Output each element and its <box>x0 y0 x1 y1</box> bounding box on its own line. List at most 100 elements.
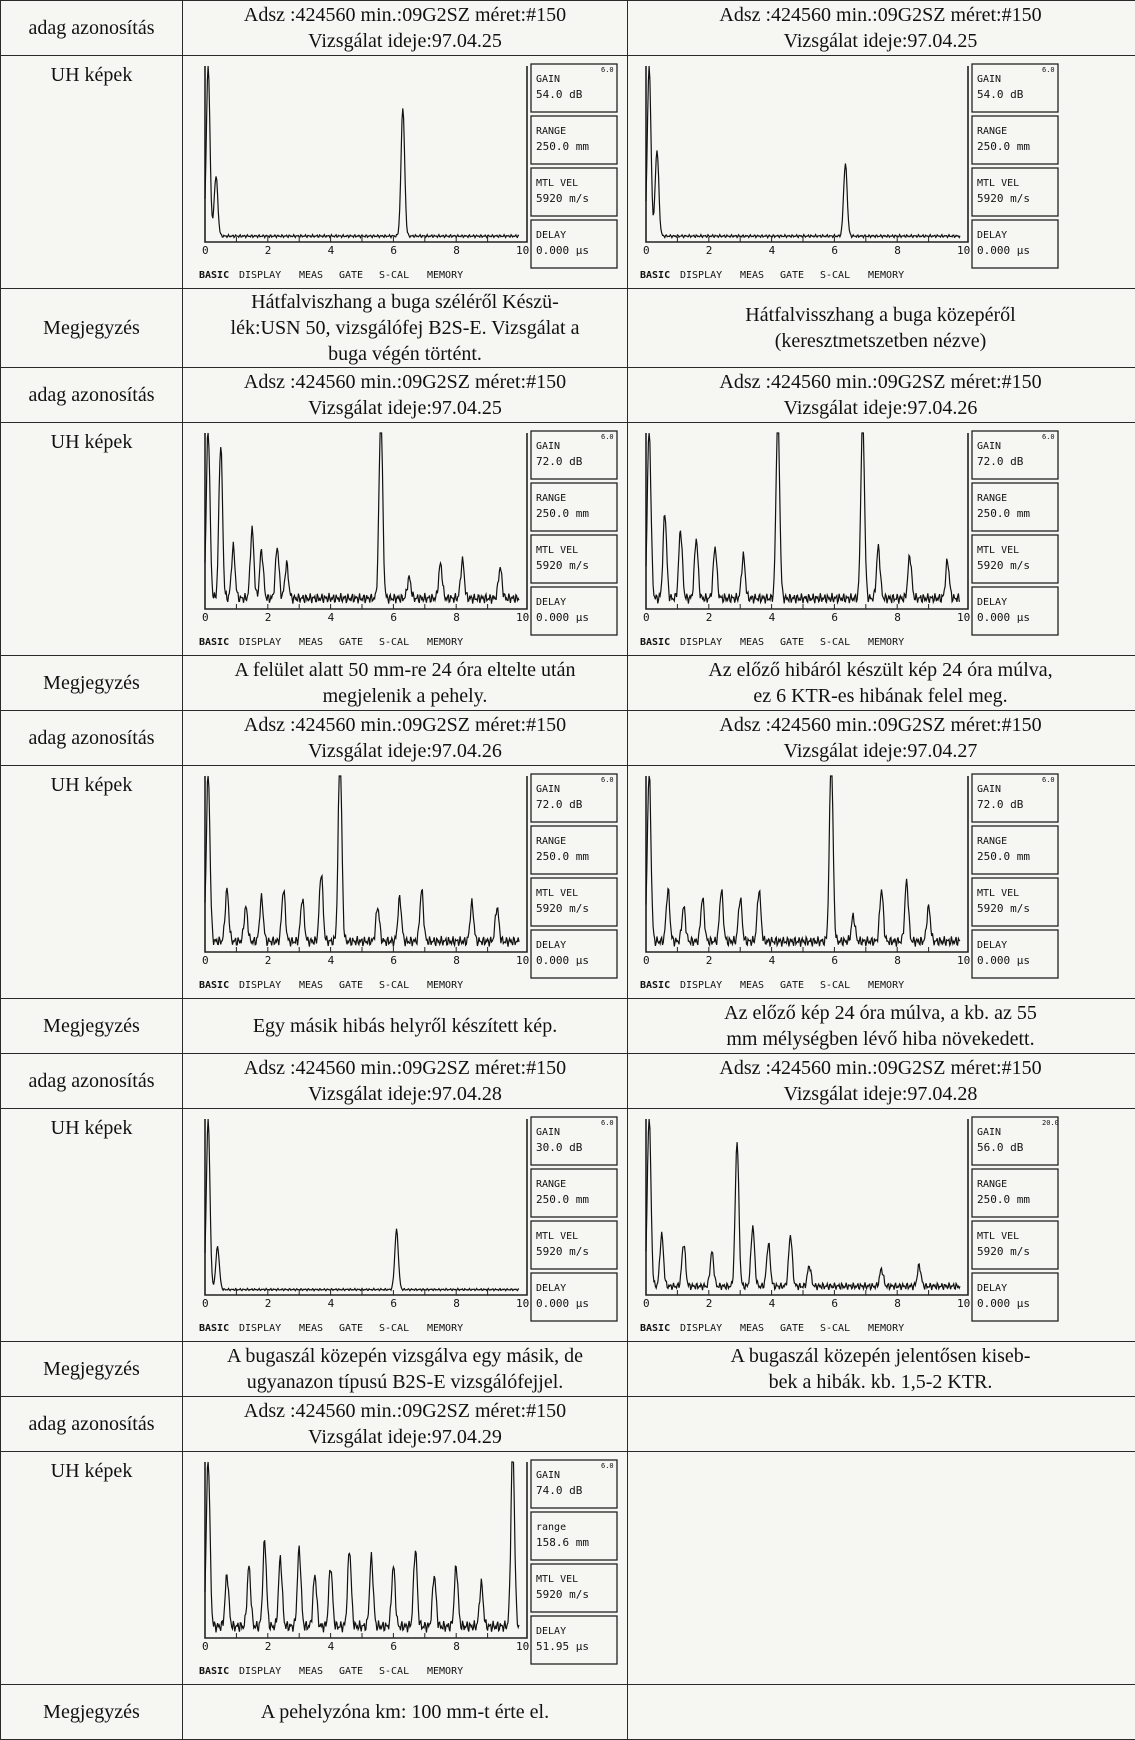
param-name: DELAY <box>536 940 566 951</box>
param-name: DELAY <box>977 940 1007 951</box>
note-label: Megjegyzés <box>1 1685 183 1740</box>
axis-label: 8 <box>453 244 460 257</box>
id-line: Adsz :424560 min.:09G2SZ méret:#150 <box>183 1398 627 1424</box>
param-name: DELAY <box>977 1283 1007 1294</box>
param-value: 72.0 dB <box>977 798 1024 811</box>
param-value: 0.000 µs <box>536 244 589 257</box>
menu-item: DISPLAY <box>680 1323 722 1334</box>
param-value: 5920 m/s <box>977 559 1030 572</box>
menu-item: MEMORY <box>427 1666 463 1677</box>
param-name: DELAY <box>536 230 566 241</box>
id-date: Vizsgálat ideje:97.04.29 <box>183 1424 627 1450</box>
echo-trace <box>205 1119 519 1291</box>
page: UH képek html, body { margin: 0; padding… <box>0 0 1135 1688</box>
note-label: Megjegyzés <box>1 999 183 1054</box>
gain-step: 6.0 <box>601 66 614 74</box>
note-cell: Hátfalvisszhang a buga közepéről(kereszt… <box>628 289 1135 368</box>
menu-item: MEAS <box>299 270 323 281</box>
echo-trace <box>646 433 960 604</box>
note-label: Megjegyzés <box>1 656 183 711</box>
menu-item: S-CAL <box>820 1323 850 1334</box>
menu-item: DISPLAY <box>680 980 722 991</box>
note-line: (keresztmetszetben nézve) <box>628 328 1133 354</box>
image-label: UH képek <box>1 1109 183 1342</box>
note-cell: A bugaszál közepén jelentősen kiseb-bek … <box>628 1342 1135 1397</box>
menu-item: MEMORY <box>868 270 904 281</box>
screen-frame <box>646 776 968 952</box>
param-value: 0.000 µs <box>977 954 1030 967</box>
screen-frame <box>205 433 527 609</box>
note-line: mm mélységben lévő hiba növekedett. <box>628 1026 1133 1052</box>
axis-label: 2 <box>265 611 272 624</box>
note-label: Megjegyzés <box>1 1342 183 1397</box>
param-name: MTL VEL <box>536 1574 578 1585</box>
param-value: 250.0 mm <box>536 1193 589 1206</box>
gain-step: 6.0 <box>601 433 614 441</box>
param-value: 0.000 µs <box>536 1297 589 1310</box>
menu-item: BASIC <box>640 270 670 281</box>
param-value: 250.0 mm <box>977 850 1030 863</box>
param-value: 250.0 mm <box>977 507 1030 520</box>
param-name: RANGE <box>977 836 1007 847</box>
id-date: Vizsgálat ideje:97.04.28 <box>628 1081 1133 1107</box>
axis-label: 0 <box>202 1640 209 1653</box>
param-value: 0.000 µs <box>536 954 589 967</box>
param-value: 250.0 mm <box>536 507 589 520</box>
note-line: Hátfalviszhang a buga széléről Készü- <box>183 289 627 315</box>
axis-label: 2 <box>265 1297 272 1310</box>
param-value: 250.0 mm <box>536 140 589 153</box>
menu-item: BASIC <box>199 980 229 991</box>
axis-label: 4 <box>769 1297 776 1310</box>
menu-item: MEMORY <box>427 637 463 648</box>
note-text: A bugaszál közepén jelentősen kiseb-bek … <box>628 1343 1133 1395</box>
menu-item: GATE <box>339 270 363 281</box>
echo-trace <box>205 66 519 238</box>
id-label: adag azonosítás <box>1 368 183 423</box>
menu-item: S-CAL <box>820 270 850 281</box>
axis-label: 2 <box>706 1297 713 1310</box>
axis-label: 4 <box>328 611 335 624</box>
axis-label: 2 <box>706 954 713 967</box>
axis-label: 6 <box>390 244 397 257</box>
axis-label: 8 <box>453 1297 460 1310</box>
param-value: 5920 m/s <box>977 902 1030 915</box>
id-line: Adsz :424560 min.:09G2SZ méret:#150 <box>183 712 627 738</box>
menu-item: MEMORY <box>427 270 463 281</box>
menu-item: BASIC <box>199 1666 229 1677</box>
id-line: Adsz :424560 min.:09G2SZ méret:#150 <box>183 369 627 395</box>
note-text: Hátfalviszhang a buga széléről Készü-lék… <box>183 289 627 367</box>
param-name: range <box>536 1522 566 1533</box>
id-cell <box>628 1397 1135 1452</box>
param-name: GAIN <box>977 74 1001 85</box>
menu-item: BASIC <box>640 980 670 991</box>
param-value: 74.0 dB <box>536 1484 583 1497</box>
menu-item: DISPLAY <box>239 980 281 991</box>
image-cell <box>628 1452 1135 1685</box>
menu-item: GATE <box>339 980 363 991</box>
menu-item: S-CAL <box>379 980 409 991</box>
image-label: UH képek <box>1 423 183 656</box>
axis-label: 10 <box>957 1297 970 1310</box>
axis-label: 0 <box>202 244 209 257</box>
menu-item: MEMORY <box>427 980 463 991</box>
id-date: Vizsgálat ideje:97.04.28 <box>183 1081 627 1107</box>
param-name: GAIN <box>536 1127 560 1138</box>
